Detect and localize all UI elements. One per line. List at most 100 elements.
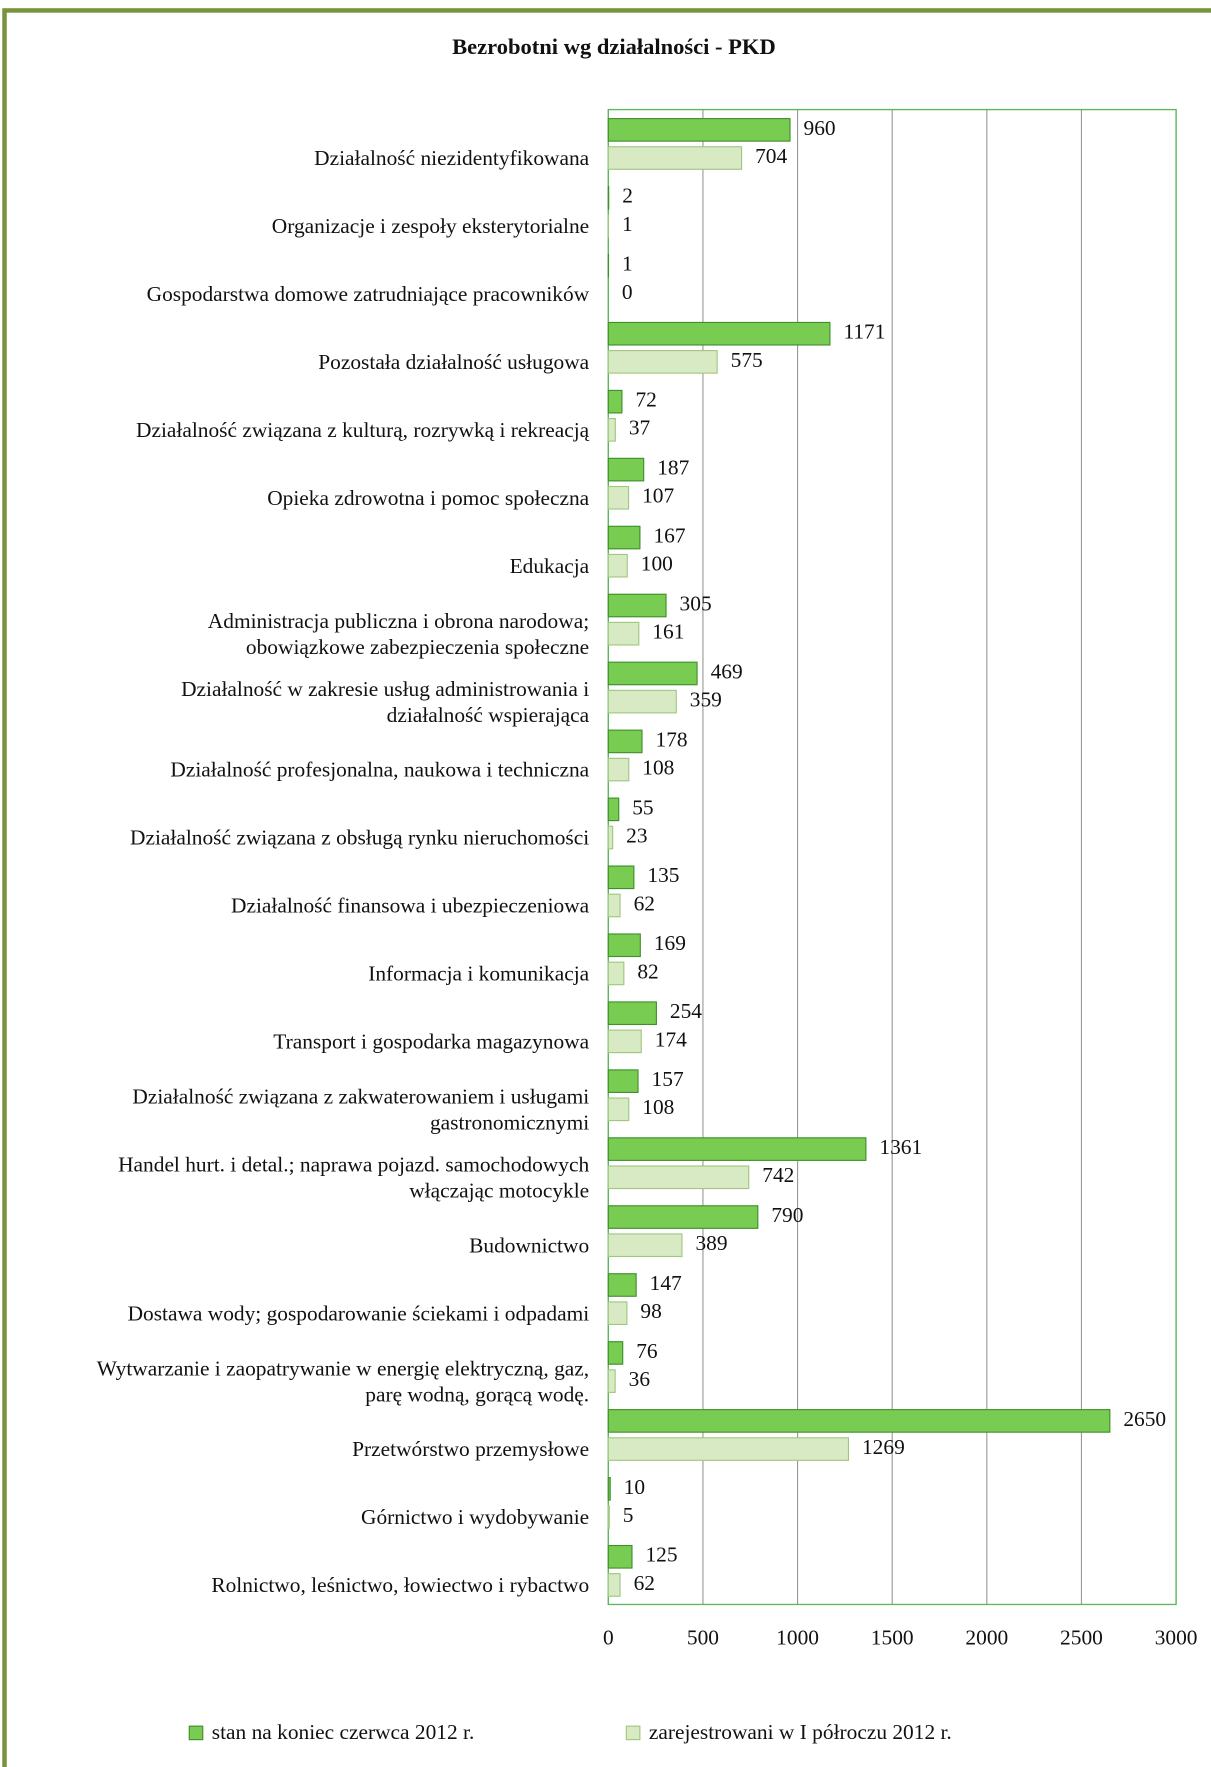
value-label: 2650 — [1123, 1407, 1166, 1431]
value-label: 23 — [626, 823, 647, 847]
value-label: 0 — [622, 280, 633, 304]
value-label: 157 — [652, 1067, 684, 1091]
category-label: Transport i gospodarka magazynowa — [273, 1030, 589, 1054]
bar — [607, 146, 743, 170]
chart-title: Bezrobotni wg działalności - PKD — [452, 34, 776, 59]
bar — [607, 825, 614, 850]
bar — [607, 350, 718, 374]
x-tick-label: 1500 — [871, 1625, 914, 1649]
value-label: 2 — [622, 184, 633, 208]
bar — [607, 1233, 683, 1258]
bar — [607, 1001, 657, 1026]
value-label: 161 — [652, 620, 684, 644]
value-label: 36 — [629, 1367, 651, 1391]
bar — [607, 1573, 621, 1597]
bar — [607, 553, 628, 578]
category-label: Handel hurt. i detal.; naprawa pojazd. s… — [118, 1152, 589, 1202]
bar — [607, 1165, 750, 1190]
bar — [607, 961, 625, 986]
category-label: Działalność związana z kulturą, rozrywką… — [136, 418, 590, 442]
value-label: 167 — [653, 523, 685, 547]
bar — [607, 118, 791, 142]
value-label: 135 — [647, 863, 679, 887]
value-label: 742 — [762, 1163, 794, 1187]
category-label: Wytwarzanie i zaopatrywanie w energię el… — [97, 1356, 589, 1406]
category-label: Działalność związana z zakwaterowaniem i… — [132, 1085, 589, 1135]
category-label: Edukacja — [510, 554, 590, 578]
value-label: 108 — [642, 1095, 674, 1119]
category-label: Informacja i komunikacja — [368, 962, 589, 986]
value-label: 790 — [771, 1203, 803, 1227]
bar — [607, 389, 623, 414]
bar — [607, 661, 698, 686]
value-label: 108 — [642, 755, 674, 779]
bar — [607, 1437, 850, 1461]
bar — [607, 933, 641, 958]
value-label: 125 — [645, 1543, 677, 1567]
value-label: 575 — [731, 348, 763, 372]
value-label: 1171 — [843, 320, 885, 344]
value-label: 98 — [640, 1299, 661, 1323]
bar — [607, 1477, 611, 1501]
category-label: Organizacje i zespoły eksterytorialne — [272, 214, 589, 238]
value-label: 147 — [650, 1271, 682, 1295]
value-label: 55 — [632, 795, 653, 819]
value-label: 62 — [634, 1571, 655, 1595]
bar — [607, 1505, 610, 1529]
bar — [607, 1205, 759, 1229]
category-label: Administracja publiczna i obrona narodow… — [208, 609, 589, 659]
category-label: Przetwórstwo przemysłowe — [352, 1437, 589, 1461]
legend-label: stan na koniec czerwca 2012 r. — [212, 1720, 475, 1744]
bar — [607, 457, 645, 482]
value-label: 359 — [690, 688, 722, 712]
value-label: 10 — [624, 1475, 645, 1499]
value-label: 960 — [804, 116, 836, 140]
bar — [607, 1137, 867, 1161]
bar — [607, 893, 621, 918]
bar — [607, 1301, 628, 1325]
category-label: Działalność związana z obsługą rynku nie… — [130, 826, 589, 850]
category-label: Górnictwo i wydobywanie — [361, 1505, 589, 1529]
category-label: Budownictwo — [469, 1233, 589, 1257]
value-label: 1 — [622, 252, 633, 276]
x-tick-label: 3000 — [1155, 1625, 1198, 1649]
value-label: 187 — [657, 456, 689, 480]
category-label: Pozostała działalność usługowa — [318, 350, 589, 374]
bar — [607, 689, 677, 714]
value-label: 305 — [680, 591, 712, 615]
x-tick-label: 500 — [687, 1625, 719, 1649]
bar — [607, 757, 630, 782]
bar — [607, 1369, 616, 1393]
bar — [607, 797, 620, 822]
bar — [607, 525, 641, 550]
bar — [607, 1029, 642, 1054]
category-label: Działalność w zakresie usług administrow… — [181, 677, 590, 727]
value-label: 76 — [636, 1339, 658, 1363]
bar — [607, 593, 667, 618]
value-label: 1 — [622, 212, 633, 236]
bar — [607, 729, 643, 754]
bar — [607, 1409, 1111, 1433]
frame — [2, 8, 1211, 1767]
value-label: 704 — [755, 144, 787, 168]
x-tick-label: 2000 — [965, 1625, 1008, 1649]
bar — [607, 1069, 639, 1093]
bar — [607, 1544, 633, 1569]
value-label: 178 — [656, 727, 688, 751]
category-label: Rolnictwo, leśnictwo, łowiectwo i rybact… — [211, 1573, 589, 1597]
category-label: Dostawa wody; gospodarowanie ściekami i … — [128, 1301, 590, 1325]
x-tick-label: 0 — [603, 1625, 614, 1649]
category-label: Opieka zdrowotna i pomoc społeczna — [267, 486, 589, 510]
bar — [607, 1341, 624, 1365]
value-label: 1269 — [862, 1435, 905, 1459]
legend-label: zarejestrowani w I półroczu 2012 r. — [649, 1720, 952, 1744]
category-label: Działalność profesjonalna, naukowa i tec… — [170, 758, 589, 782]
value-label: 1361 — [879, 1135, 922, 1159]
plot-border — [607, 108, 1177, 1606]
value-label: 62 — [634, 891, 655, 915]
bar — [607, 321, 831, 346]
bar — [607, 865, 635, 890]
x-tick-label: 1000 — [776, 1625, 819, 1649]
value-label: 37 — [629, 416, 651, 440]
